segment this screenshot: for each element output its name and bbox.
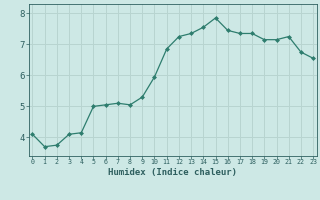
X-axis label: Humidex (Indice chaleur): Humidex (Indice chaleur) xyxy=(108,168,237,177)
